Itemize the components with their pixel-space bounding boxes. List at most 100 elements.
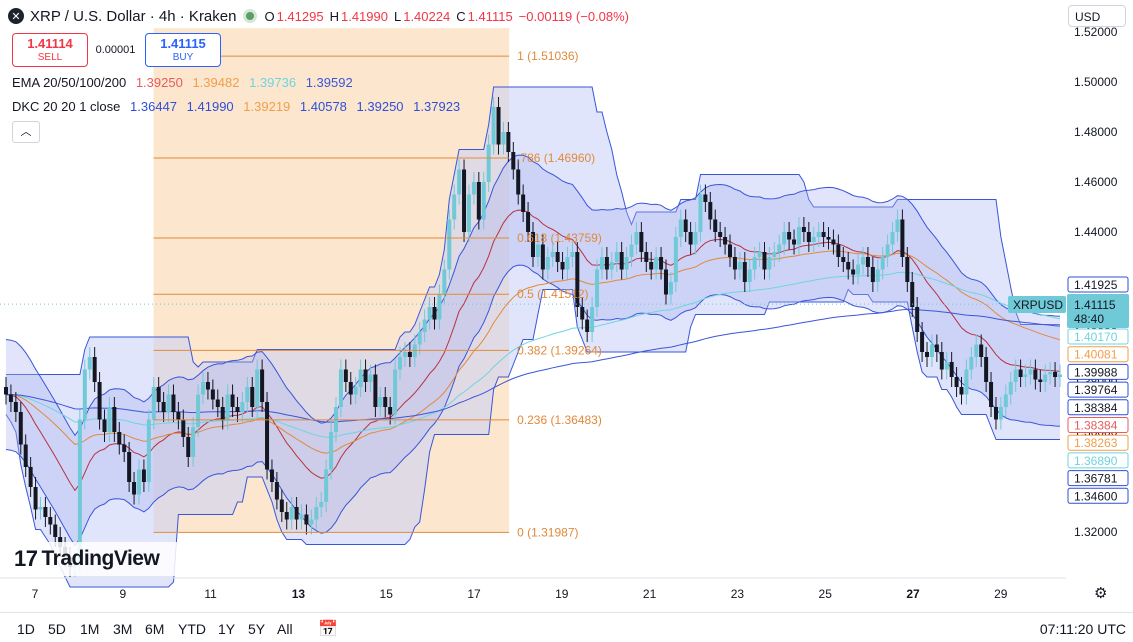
timeframe-all[interactable]: All: [277, 621, 293, 637]
candle-body: [944, 362, 949, 370]
utc-clock[interactable]: 07:11:20 UTC: [1039, 621, 1126, 637]
candle-body: [486, 144, 491, 182]
price-label-box: [1067, 487, 1129, 504]
candle-body: [393, 369, 398, 415]
price-label: 1.38263: [1074, 436, 1118, 450]
timeframe-1y[interactable]: 1Y: [218, 621, 236, 637]
spread-value: 0.00001: [95, 44, 136, 56]
keltner-channel-fill: [6, 155, 1060, 546]
candle-body: [122, 444, 127, 452]
x-tick-label: 25: [819, 587, 833, 601]
candle-body: [531, 232, 535, 257]
timeframe-1m[interactable]: 1M: [80, 621, 100, 637]
timeframe-ytd[interactable]: YTD: [178, 621, 206, 637]
candle-body: [77, 419, 82, 562]
candle-body: [250, 387, 255, 407]
candle-body: [905, 257, 910, 282]
candle-body: [718, 232, 723, 237]
candle-body: [649, 262, 654, 270]
candle-body: [673, 237, 678, 282]
candle-body: [535, 244, 540, 257]
candle-body: [742, 262, 747, 282]
candle-body: [599, 257, 604, 270]
candle-body: [324, 469, 329, 502]
high-label: H: [329, 8, 339, 24]
candle-body: [949, 362, 954, 377]
candle-body: [747, 269, 752, 282]
candle-body: [1013, 369, 1018, 382]
y-tick-label: 1.48000: [1074, 125, 1118, 139]
candle-body: [910, 282, 915, 307]
open-label: O: [264, 8, 275, 24]
candle-body: [38, 507, 43, 510]
ema-value-50: 1.39482: [192, 75, 240, 90]
x-tick-label: 17: [467, 587, 481, 601]
x-tick-label: 19: [555, 587, 569, 601]
dkc-legend[interactable]: DKC 20 20 1 close 1.36447 1.41990 1.3921…: [12, 99, 466, 114]
chart-header: ✕ XRP / U.S. Dollar · 4h · Kraken O 1.412…: [8, 5, 635, 27]
timeframe-1d[interactable]: 1D: [17, 621, 35, 637]
buy-button[interactable]: 1.41115 BUY: [145, 33, 221, 67]
price-label-box: [1067, 417, 1129, 433]
candle-body: [329, 432, 334, 470]
candle-body: [826, 237, 831, 240]
y-tick-label: 1.52000: [1074, 25, 1118, 39]
x-tick-label: 13: [292, 587, 306, 601]
candle-body: [23, 444, 28, 467]
timeframe-3m[interactable]: 3M: [113, 621, 133, 637]
candle-body: [319, 502, 324, 507]
candle-body: [466, 194, 471, 232]
candle-body: [220, 407, 225, 420]
candle-body: [929, 344, 934, 357]
candle-body: [516, 169, 521, 195]
y-tick-label: 1.44000: [1074, 225, 1118, 239]
high-value: 1.41990: [340, 8, 388, 24]
candle-body: [491, 107, 496, 145]
currency-select[interactable]: USD: [1068, 5, 1126, 27]
candle-body: [1033, 369, 1038, 380]
candle-body: [728, 244, 733, 257]
candle-body: [540, 244, 545, 270]
price-label-box: [1067, 276, 1129, 293]
candle-body: [841, 257, 846, 262]
candle-body: [570, 252, 575, 257]
candle-body: [708, 202, 713, 220]
candle-body: [678, 219, 683, 237]
candle-body: [575, 252, 580, 307]
candle-body: [1048, 372, 1053, 375]
candle-body: [767, 257, 772, 270]
candle-body: [565, 257, 570, 270]
timeframe-5d[interactable]: 5D: [48, 621, 66, 637]
candle-body: [890, 232, 895, 245]
ema-legend[interactable]: EMA 20/50/100/200 1.39250 1.39482 1.3973…: [12, 75, 359, 90]
candle-body: [1008, 382, 1013, 395]
candle-body: [476, 182, 481, 220]
candle-body: [964, 369, 969, 395]
sell-button[interactable]: 1.41114 SELL: [12, 33, 88, 67]
candle-body: [136, 469, 141, 495]
collapse-legend-button[interactable]: ︿: [12, 121, 40, 143]
candle-body: [422, 319, 427, 332]
candle-body: [1058, 374, 1062, 377]
candle-body: [447, 219, 452, 270]
gear-icon[interactable]: ⚙: [1094, 585, 1108, 602]
last-price-box: [1067, 294, 1129, 328]
candle-body: [526, 212, 531, 232]
candle-body: [196, 394, 201, 427]
date-range-icon[interactable]: 📅: [318, 621, 338, 638]
close-value: 1.41115: [467, 8, 513, 24]
candle-body: [585, 319, 590, 332]
price-label-box: [1067, 452, 1129, 469]
candle-body: [723, 237, 728, 245]
candle-body: [186, 437, 191, 457]
candle-body: [201, 382, 206, 395]
timeframe-5y[interactable]: 5Y: [248, 621, 266, 637]
timeframe-6m[interactable]: 6M: [145, 621, 165, 637]
candle-body: [787, 232, 792, 240]
candle-body: [979, 344, 984, 357]
y-tick-label: 1.50000: [1074, 75, 1118, 89]
tradingview-mark-icon: 17: [14, 546, 38, 571]
symbol-title[interactable]: XRP / U.S. Dollar · 4h · Kraken: [30, 7, 237, 25]
price-chart[interactable]: 1 (1.51036) .786 (1.46960) 0.618 (1.43759)…: [0, 0, 1133, 612]
candle-body: [870, 267, 875, 282]
